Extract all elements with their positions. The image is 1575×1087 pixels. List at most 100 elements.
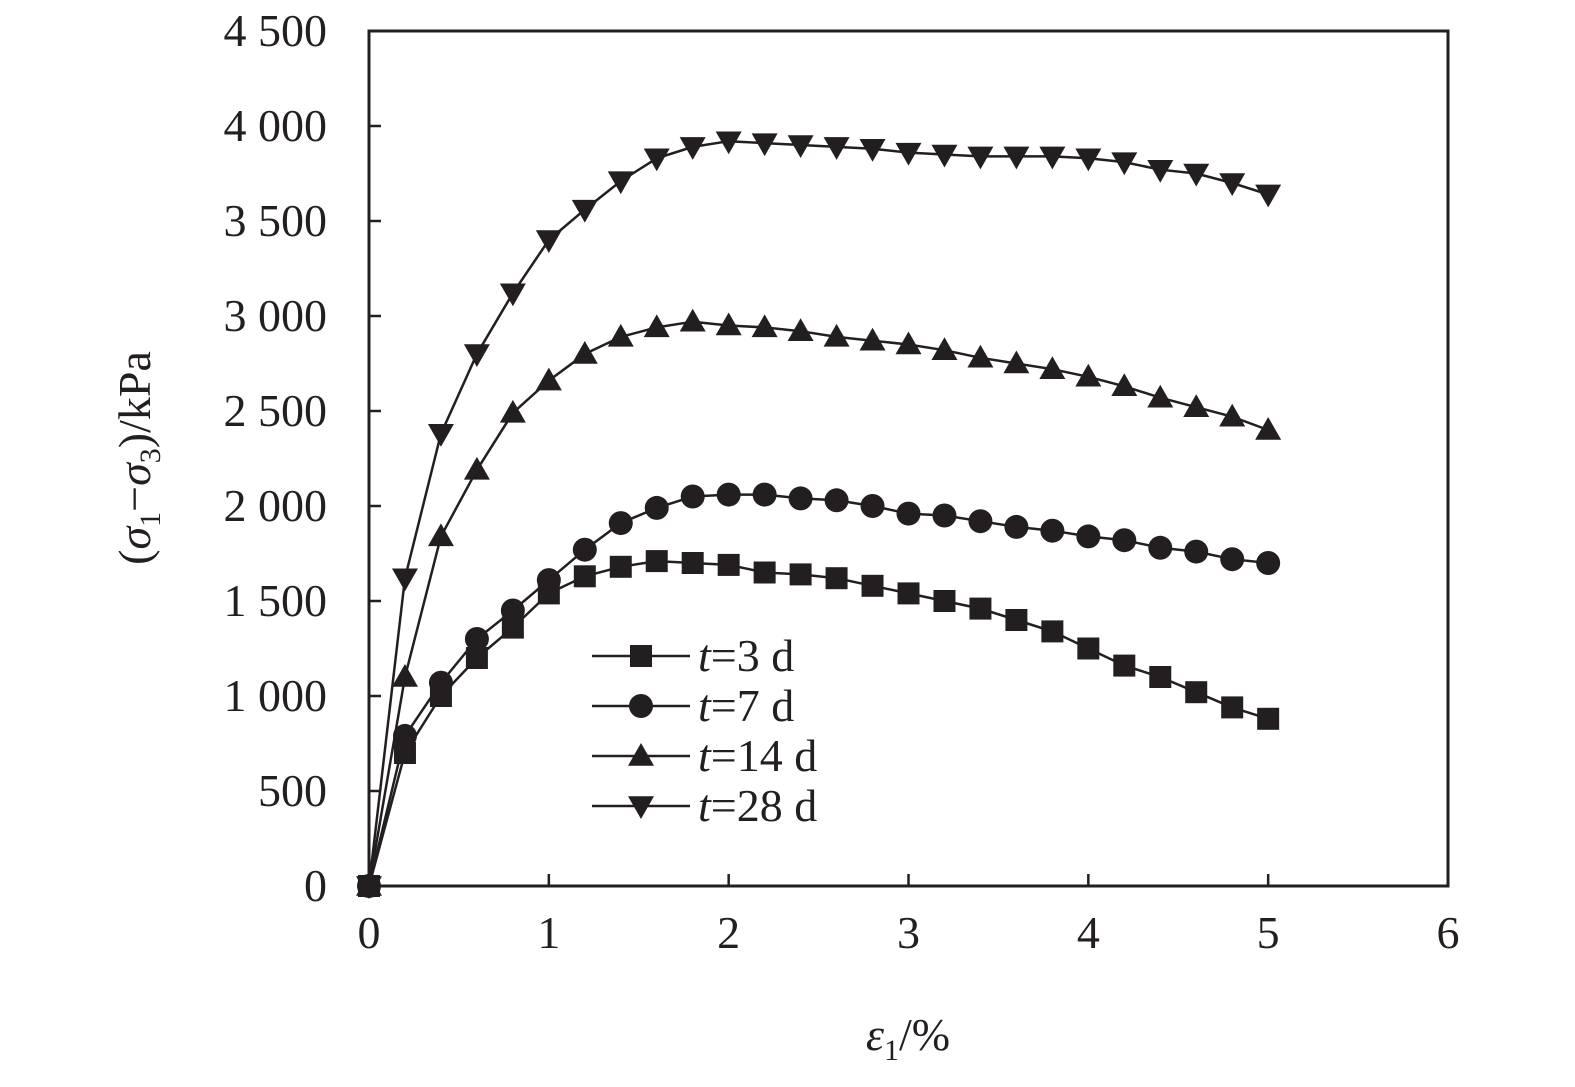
legend-label: t=14 d bbox=[698, 730, 817, 781]
y-axis-title-sigma1: σ bbox=[109, 525, 160, 550]
data-point-circle bbox=[392, 723, 417, 748]
legend-marker-triangle-up bbox=[628, 743, 654, 766]
data-point-square bbox=[753, 561, 776, 584]
y-tick-label: 1 500 bbox=[224, 575, 328, 626]
data-point-square bbox=[1113, 654, 1136, 677]
data-point-circle bbox=[500, 598, 525, 623]
data-point-circle bbox=[896, 501, 921, 526]
data-point-circle bbox=[680, 484, 705, 509]
data-point-triangle-down bbox=[1183, 163, 1210, 187]
data-point-circle bbox=[1220, 547, 1245, 572]
data-point-square bbox=[969, 597, 992, 620]
data-point-triangle-down bbox=[859, 139, 886, 162]
legend-item: t=28 d bbox=[592, 780, 817, 831]
data-point-triangle-up bbox=[1255, 417, 1282, 440]
data-point-triangle-down bbox=[1147, 159, 1174, 183]
data-point-triangle-up bbox=[1075, 363, 1102, 387]
data-point-triangle-down bbox=[1219, 173, 1246, 196]
x-tick-label: 2 bbox=[717, 907, 740, 958]
data-point-circle bbox=[824, 488, 849, 513]
y-axis-title-open: ( bbox=[109, 550, 160, 565]
data-point-circle bbox=[608, 511, 633, 536]
y-tick-label: 0 bbox=[304, 860, 327, 911]
x-tick-label: 5 bbox=[1257, 907, 1280, 958]
data-point-triangle-down bbox=[356, 876, 382, 899]
data-point-triangle-up bbox=[427, 523, 454, 547]
x-tick-label: 3 bbox=[897, 907, 920, 958]
y-tick-label: 1 000 bbox=[224, 670, 328, 721]
legend-label: t=7 d bbox=[698, 680, 794, 731]
data-point-square bbox=[681, 552, 704, 574]
y-tick-label: 2 000 bbox=[224, 480, 328, 531]
data-point-square bbox=[1041, 620, 1064, 643]
y-tick-label: 3 500 bbox=[224, 195, 328, 246]
data-point-circle bbox=[1256, 551, 1281, 575]
data-point-triangle-down bbox=[427, 424, 454, 447]
data-point-square bbox=[1185, 681, 1208, 704]
data-point-square bbox=[717, 553, 740, 576]
data-point-square bbox=[1257, 707, 1280, 730]
legend-label-variable: t bbox=[698, 730, 712, 781]
legend-item: t=14 d bbox=[592, 730, 817, 781]
x-axis-title-symbol: ε bbox=[866, 1009, 885, 1060]
legend-label-value: =3 d bbox=[711, 630, 794, 681]
legend-label-variable: t bbox=[698, 630, 712, 681]
data-point-square bbox=[789, 563, 812, 586]
y-tick-label: 500 bbox=[258, 765, 327, 816]
data-point-triangle-down bbox=[535, 230, 562, 253]
data-point-triangle-up bbox=[715, 312, 742, 336]
legend-marker-triangle-down bbox=[628, 796, 654, 819]
y-axis-title-sub1: 1 bbox=[134, 512, 167, 527]
data-point-square bbox=[1149, 666, 1172, 688]
data-point-triangle-up bbox=[391, 664, 418, 687]
data-point-triangle-down bbox=[571, 199, 598, 223]
data-point-circle bbox=[428, 670, 453, 695]
series-line bbox=[367, 493, 1269, 887]
data-point-triangle-down bbox=[499, 283, 526, 307]
legend-label: t=3 d bbox=[698, 630, 794, 681]
x-axis-title: ε1/% bbox=[866, 1009, 950, 1067]
data-point-triangle-up bbox=[535, 367, 562, 391]
data-point-triangle-up bbox=[1147, 384, 1174, 408]
data-point-triangle-down bbox=[1111, 152, 1138, 176]
data-point-triangle-down bbox=[643, 148, 670, 172]
data-point-square bbox=[897, 582, 920, 605]
data-point-triangle-down bbox=[1075, 148, 1102, 172]
data-point-triangle-down bbox=[967, 146, 994, 170]
data-point-triangle-up bbox=[643, 314, 670, 338]
legend: t=3 dt=7 dt=14 dt=28 d bbox=[592, 630, 817, 831]
data-point-square bbox=[1221, 696, 1244, 719]
data-point-triangle-up bbox=[823, 323, 850, 347]
data-point-triangle-up bbox=[751, 314, 778, 338]
data-point-square bbox=[1005, 609, 1028, 631]
y-axis-title-unit: )/kPa bbox=[109, 351, 160, 448]
data-point-circle bbox=[1076, 524, 1101, 549]
data-point-triangle-up bbox=[499, 399, 526, 423]
data-point-triangle-up bbox=[463, 456, 490, 480]
data-point-circle bbox=[716, 482, 741, 507]
data-point-triangle-up bbox=[1039, 356, 1066, 379]
data-point-triangle-up bbox=[931, 337, 958, 360]
x-tick-label: 0 bbox=[358, 907, 381, 958]
y-tick-label: 3 000 bbox=[224, 290, 328, 341]
data-point-square bbox=[1077, 637, 1100, 660]
x-tick-label: 1 bbox=[537, 907, 560, 958]
data-point-triangle-up bbox=[607, 323, 634, 347]
y-axis: 0 500 1 000 1 500 2 000 2 500 3 000 3 500 4 000 4… bbox=[224, 5, 381, 911]
y-axis-title-sigma3: σ bbox=[109, 461, 160, 486]
series-square bbox=[358, 550, 1280, 897]
legend-marker-square bbox=[630, 645, 652, 667]
data-point-triangle-down bbox=[895, 142, 922, 166]
data-point-triangle-down bbox=[751, 133, 778, 157]
data-point-circle bbox=[1148, 535, 1173, 560]
data-point-square bbox=[573, 565, 596, 588]
data-point-circle bbox=[644, 495, 669, 520]
data-point-circle bbox=[1112, 528, 1137, 553]
data-point-triangle-down bbox=[1039, 146, 1066, 170]
y-axis-title-minus: − bbox=[109, 486, 160, 512]
data-point-triangle-down bbox=[463, 344, 490, 367]
data-point-triangle-up bbox=[1111, 373, 1138, 397]
data-point-triangle-down bbox=[787, 135, 814, 158]
data-point-triangle-up bbox=[967, 344, 994, 368]
